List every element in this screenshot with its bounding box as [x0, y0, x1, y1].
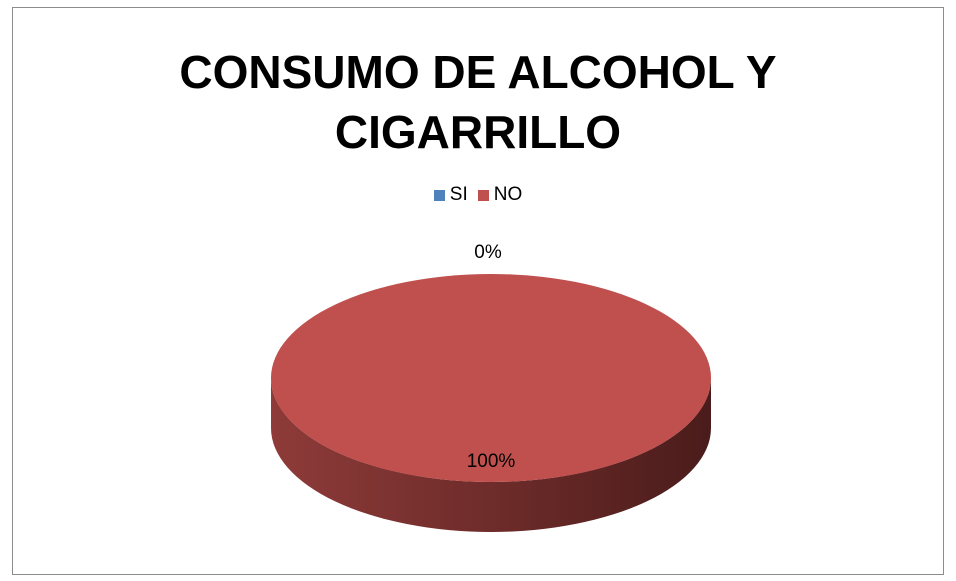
data-label-si: 0% [474, 242, 502, 263]
pie-slice-no [271, 274, 711, 482]
chart-title: CONSUMO DE ALCOHOL Y CIGARRILLO [0, 42, 956, 162]
legend-item-si: SI [433, 184, 468, 206]
chart-title-line-1: CONSUMO DE ALCOHOL Y [179, 46, 777, 98]
legend-swatch-no [477, 189, 489, 201]
pie-slice-no-side [271, 378, 711, 532]
legend-swatch-si [433, 189, 445, 201]
legend-item-no: NO [477, 184, 523, 206]
legend-label-no: NO [493, 184, 523, 205]
data-label-no: 100% [467, 451, 516, 472]
chart-legend: SI NO [0, 184, 956, 206]
chart-title-line-2: CIGARRILLO [334, 106, 622, 158]
legend-label-si: SI [449, 184, 468, 205]
